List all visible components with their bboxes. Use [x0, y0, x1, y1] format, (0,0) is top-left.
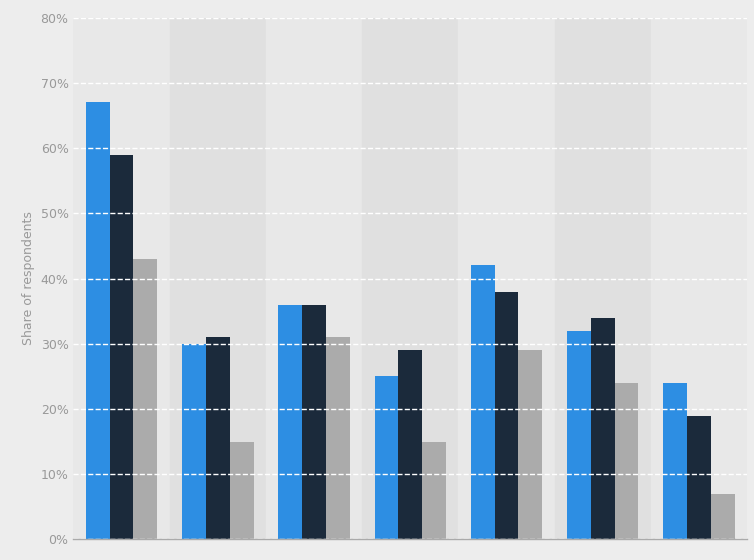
Bar [664, 383, 687, 539]
Bar [615, 383, 639, 539]
Bar [567, 331, 591, 539]
Bar [591, 318, 615, 539]
Bar [398, 350, 422, 539]
Bar [422, 442, 446, 539]
Bar [470, 265, 495, 539]
Bar [495, 292, 519, 539]
Bar [362, 17, 458, 539]
Bar [519, 350, 542, 539]
Bar [109, 155, 133, 539]
Bar [182, 344, 206, 539]
Bar [555, 17, 651, 539]
Bar [375, 376, 398, 539]
Bar [326, 337, 350, 539]
Bar [73, 17, 170, 539]
Bar [170, 17, 266, 539]
Bar [278, 305, 302, 539]
Bar [230, 442, 253, 539]
Bar [133, 259, 158, 539]
Bar [651, 17, 747, 539]
Bar [302, 305, 326, 539]
Bar [687, 416, 711, 539]
Y-axis label: Share of respondents: Share of respondents [22, 212, 35, 346]
Bar [266, 17, 362, 539]
Bar [458, 17, 555, 539]
Bar [86, 102, 109, 539]
Bar [206, 337, 230, 539]
Bar [711, 494, 734, 539]
